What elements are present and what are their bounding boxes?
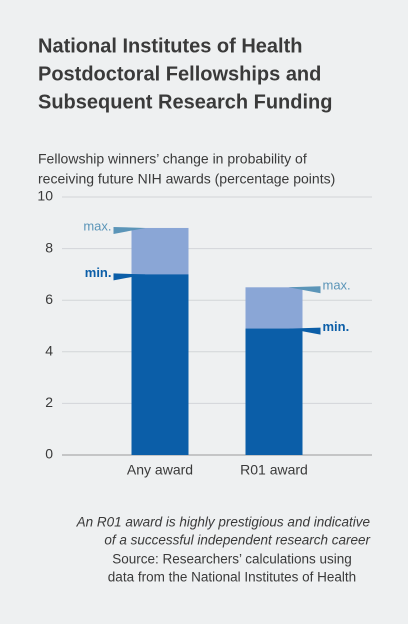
note: An R01 award is highly prestigious and i… xyxy=(76,515,370,530)
source: data from the National Institutes of Hea… xyxy=(108,570,356,585)
chart-title: National Institutes of Health xyxy=(38,35,302,57)
y-tick-label: 0 xyxy=(45,446,53,462)
label-pointer xyxy=(113,226,146,234)
chart-title: Subsequent Research Funding xyxy=(38,91,332,113)
subtitle: receiving future NIH awards (percentage … xyxy=(38,171,335,187)
note: of a successful independent research car… xyxy=(104,533,370,548)
range-label: min. xyxy=(323,319,350,334)
y-tick-label: 2 xyxy=(45,394,53,410)
bar xyxy=(245,328,303,455)
x-tick-label: R01 award xyxy=(240,462,308,478)
subtitle: Fellowship winners’ change in probabilit… xyxy=(38,151,307,167)
y-tick-label: 6 xyxy=(45,291,53,307)
source: Source: Researchers’ calculations using xyxy=(112,552,352,567)
label-pointer xyxy=(288,286,321,294)
chart-title: Postdoctoral Fellowships and xyxy=(38,63,321,85)
label-pointer xyxy=(113,273,146,281)
y-tick-label: 4 xyxy=(45,343,53,359)
y-tick-label: 10 xyxy=(37,188,53,204)
range-label: max. xyxy=(323,278,351,293)
bar xyxy=(131,274,189,455)
x-tick-label: Any award xyxy=(127,462,193,478)
range-label: min. xyxy=(85,265,112,280)
y-tick-label: 8 xyxy=(45,239,53,255)
range-label: max. xyxy=(83,218,111,233)
label-pointer xyxy=(288,327,321,335)
